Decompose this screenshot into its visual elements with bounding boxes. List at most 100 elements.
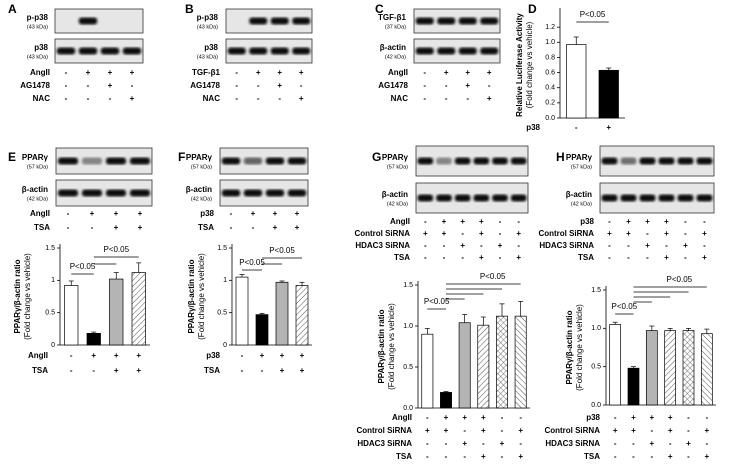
condition-sign: -	[499, 217, 502, 226]
blot-band	[100, 47, 120, 55]
blot-label: p38	[34, 43, 48, 52]
condition-sign: -	[608, 217, 611, 226]
blot-band	[454, 157, 471, 165]
condition-sign: -	[261, 366, 264, 375]
blot-band	[249, 17, 268, 25]
condition-sign: +	[300, 351, 305, 360]
condition-sign: +	[462, 439, 467, 448]
blot-band	[480, 47, 499, 55]
bar	[645, 330, 658, 406]
blot-band	[639, 194, 656, 202]
y-axis-title: PPARγ/β-actin ratio	[565, 310, 574, 384]
condition-sign: +	[607, 229, 612, 238]
condition-sign: -	[614, 413, 617, 422]
condition-sign: -	[650, 426, 653, 435]
condition-sign: -	[627, 253, 630, 262]
condition-sign: +	[442, 217, 447, 226]
blot-label: β-actin	[382, 190, 408, 199]
condition-sign: -	[241, 366, 244, 375]
condition-label: Control SiRNA	[544, 426, 600, 435]
blot-band	[677, 157, 694, 165]
bar	[458, 322, 471, 409]
blot-band	[473, 157, 490, 165]
condition-sign: +	[114, 351, 119, 360]
condition-sign: -	[463, 426, 466, 435]
condition-sign: -	[687, 413, 690, 422]
blot-band	[105, 157, 127, 165]
significance-label: P<0.05	[580, 10, 606, 19]
condition-sign: -	[426, 413, 429, 422]
blot-label: β-actin	[380, 43, 406, 52]
panel-letter: G	[372, 150, 381, 164]
blot-size: (42 kDa)	[385, 54, 406, 60]
blot-label: β-actin	[22, 185, 48, 194]
condition-label: AngII	[392, 413, 412, 422]
blot-size: (42 kDa)	[191, 196, 212, 202]
condition-sign: -	[70, 351, 73, 360]
bar	[682, 330, 695, 406]
significance-label: P<0.05	[239, 258, 265, 267]
condition-label: TSA	[34, 223, 50, 232]
panel-letter: C	[375, 2, 384, 16]
y-axis-subtitle: (Fold change vs vehicle)	[23, 253, 32, 340]
blot-frame	[54, 8, 144, 34]
condition-sign: -	[91, 223, 94, 232]
bar	[598, 69, 619, 119]
condition-sign: -	[501, 413, 504, 422]
condition-sign: +	[645, 241, 650, 250]
blot-label: PPARγ	[22, 153, 49, 162]
bar	[609, 324, 622, 406]
blot-band	[243, 189, 263, 197]
bar	[295, 285, 309, 346]
condition-sign: -	[646, 229, 649, 238]
condition-sign: -	[131, 81, 134, 90]
blot-band	[415, 17, 434, 25]
condition-sign: +	[649, 439, 654, 448]
condition-label: p38	[580, 217, 594, 226]
condition-sign: -	[92, 366, 95, 375]
condition-sign: +	[702, 229, 707, 238]
bar	[421, 333, 434, 409]
condition-sign: +	[299, 94, 304, 103]
blot-size: (42 kDa)	[571, 201, 592, 207]
condition-sign: +	[664, 253, 669, 262]
condition-label: NAC	[391, 94, 409, 103]
y-tick-label: 0.5	[45, 310, 55, 317]
condition-sign: -	[614, 439, 617, 448]
blot-band	[601, 157, 618, 165]
condition-sign: -	[87, 94, 90, 103]
blot-band	[78, 47, 98, 55]
bar	[477, 324, 490, 409]
condition-sign: -	[614, 452, 617, 461]
condition-sign: +	[280, 351, 285, 360]
condition-sign: +	[273, 223, 278, 232]
condition-sign: -	[519, 413, 522, 422]
condition-sign: -	[499, 253, 502, 262]
condition-sign: -	[463, 452, 466, 461]
blot-size: (43 kDa)	[197, 54, 218, 60]
condition-sign: -	[705, 413, 708, 422]
condition-sign: +	[277, 81, 282, 90]
condition-sign: +	[668, 413, 673, 422]
blot-band	[417, 194, 434, 202]
blot-band	[620, 157, 637, 165]
blot-size: (57 kDa)	[191, 164, 212, 170]
y-axis-subtitle: (Fold change vs vehicle)	[197, 253, 206, 340]
blot-band	[265, 189, 285, 197]
y-axis-title: PPARγ/β-actin ratio	[377, 309, 386, 383]
blot-band	[458, 47, 477, 55]
panel-letter: A	[8, 2, 17, 16]
condition-sign: -	[499, 229, 502, 238]
condition-label: TSA	[396, 452, 412, 461]
significance-label: P<0.05	[667, 275, 693, 284]
condition-sign: +	[136, 366, 141, 375]
condition-sign: -	[684, 217, 687, 226]
condition-sign: +	[668, 452, 673, 461]
condition-sign: -	[684, 229, 687, 238]
condition-label: p38	[200, 209, 214, 218]
bar	[700, 333, 713, 406]
y-axis-subtitle: (Fold change vs vehicle)	[387, 303, 396, 390]
y-tick-label: 1.0	[591, 325, 601, 332]
blot-frame	[599, 145, 715, 177]
condition-label: AngII	[30, 68, 50, 77]
